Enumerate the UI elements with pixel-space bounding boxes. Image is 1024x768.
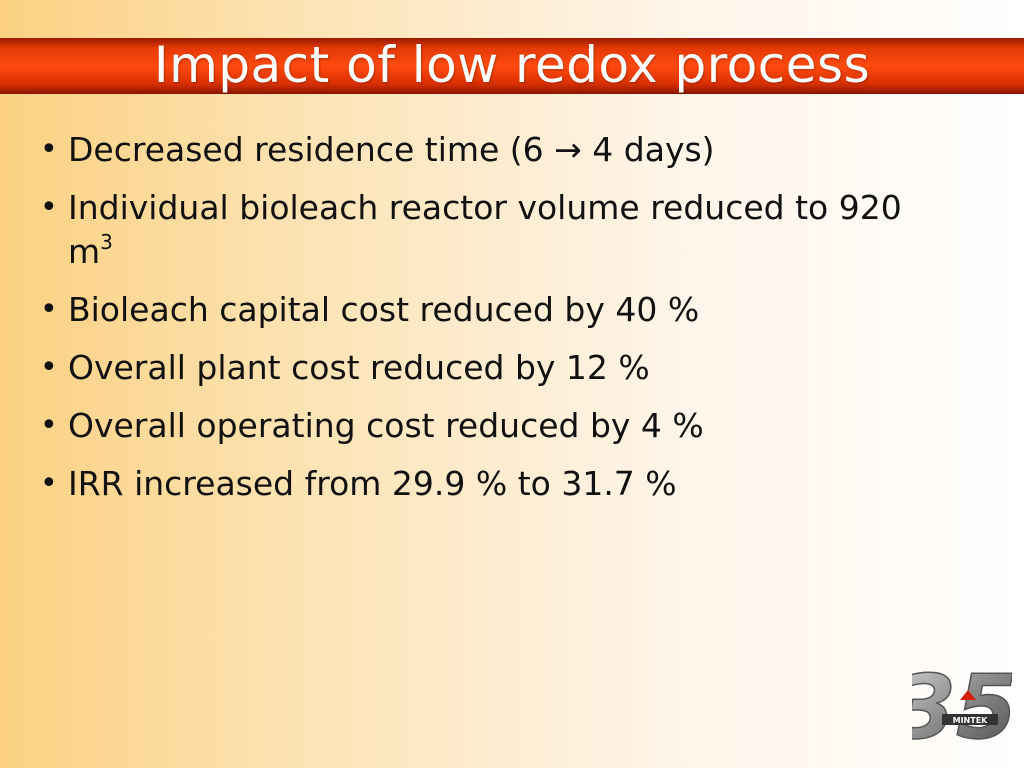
mintek-35-logo-icon: 35 MINTEK [912, 655, 1012, 756]
bullet-list: • Decreased residence time (6 → 4 days) … [40, 128, 940, 520]
bullet-icon: • [40, 132, 58, 167]
bullet-text: Overall operating cost reduced by 4 % [68, 406, 704, 445]
bullet-item: • Individual bioleach reactor volume red… [40, 186, 940, 274]
bullet-icon: • [40, 292, 58, 327]
bullet-text: Overall plant cost reduced by 12 % [68, 348, 650, 387]
logo-wordmark: MINTEK [953, 716, 989, 725]
slide-title: Impact of low redox process [153, 36, 871, 94]
bullet-item: • Decreased residence time (6 → 4 days) [40, 128, 940, 172]
logo-number: 35 [912, 656, 1012, 756]
bullet-item: • Overall plant cost reduced by 12 % [40, 346, 940, 390]
bullet-text: IRR increased from 29.9 % to 31.7 % [68, 464, 677, 503]
flame-icon [960, 690, 976, 700]
title-bar [0, 38, 1024, 94]
bullet-text: Individual bioleach reactor volume reduc… [68, 188, 902, 271]
bullet-icon: • [40, 190, 58, 225]
bullet-text: Bioleach capital cost reduced by 40 % [68, 290, 700, 329]
bullet-icon: • [40, 350, 58, 385]
bullet-text: Decreased residence time (6 → 4 days) [68, 130, 715, 169]
bullet-icon: • [40, 466, 58, 501]
bullet-item: • IRR increased from 29.9 % to 31.7 % [40, 462, 940, 506]
bullet-item: • Overall operating cost reduced by 4 % [40, 404, 940, 448]
superscript: 3 [100, 230, 113, 254]
bullet-item: • Bioleach capital cost reduced by 40 % [40, 288, 940, 332]
bullet-icon: • [40, 408, 58, 443]
